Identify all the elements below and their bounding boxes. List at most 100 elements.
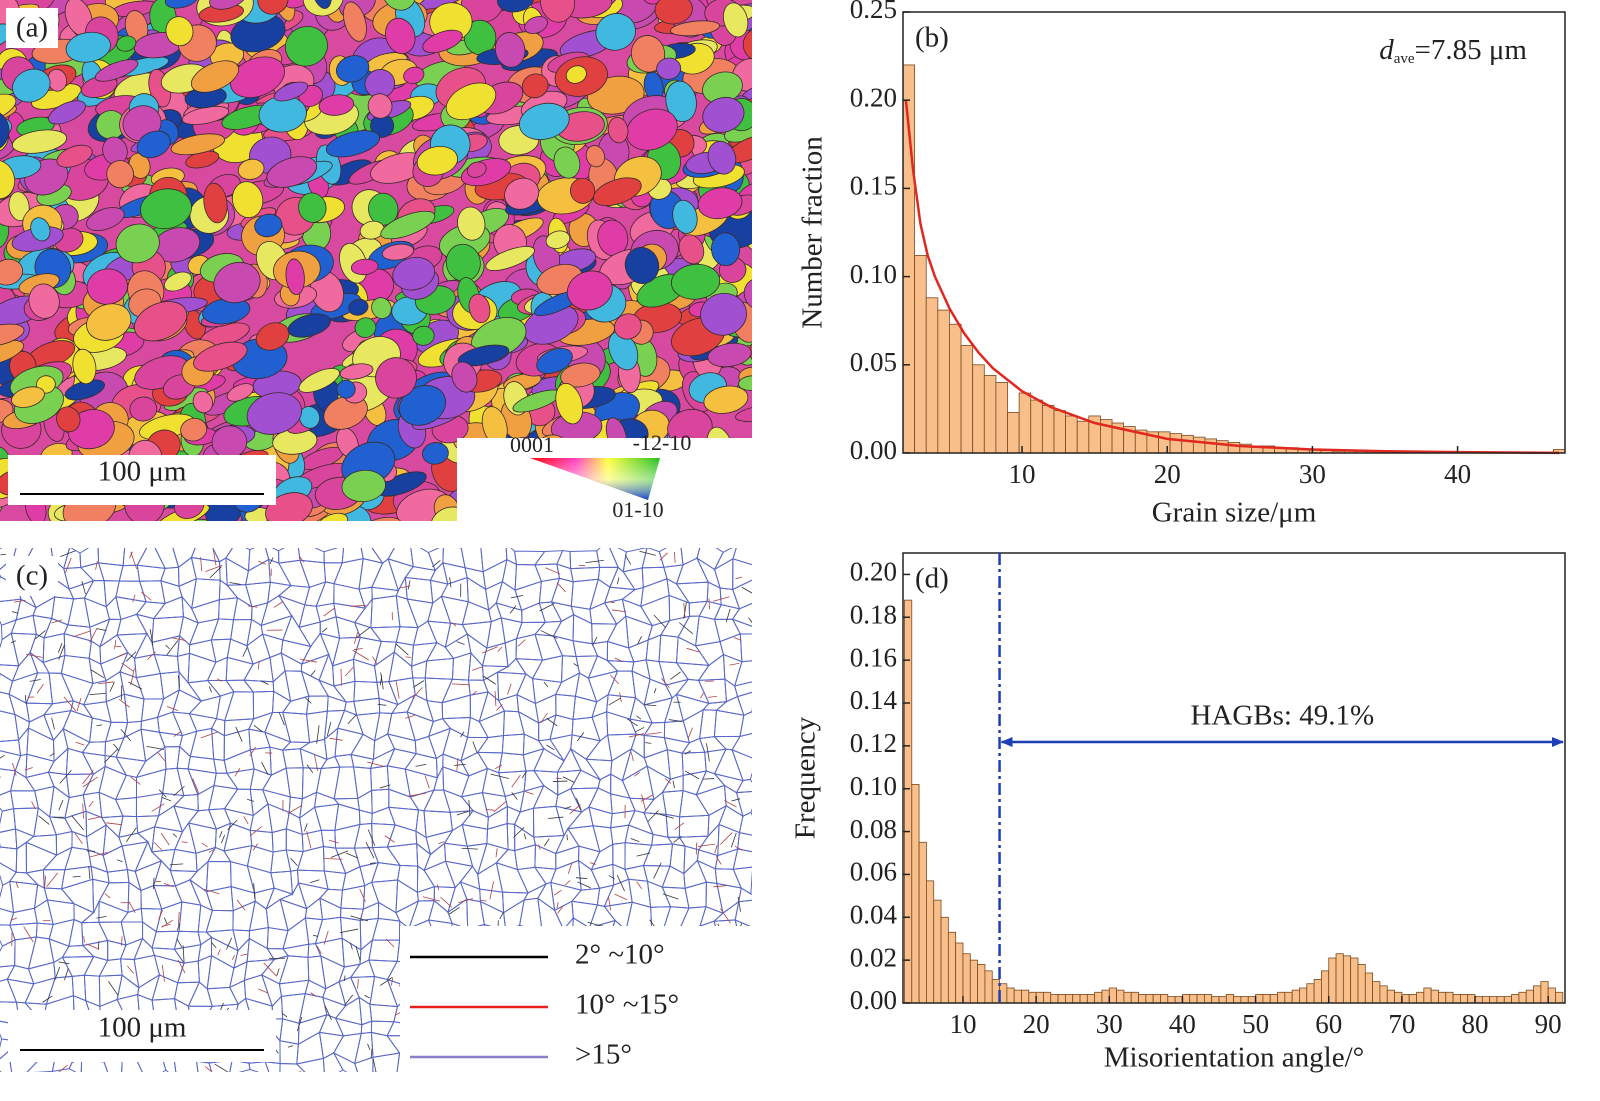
bar — [960, 344, 974, 454]
span-label: HAGBs: 49.1% — [1190, 700, 1374, 732]
grain — [350, 258, 379, 276]
low-angle-boundary — [299, 658, 318, 663]
bar — [949, 323, 962, 454]
grain-boundary — [731, 602, 752, 627]
grain — [697, 187, 743, 220]
low-angle-boundary — [214, 1063, 229, 1072]
grain-boundary — [731, 618, 752, 635]
bar — [1459, 994, 1469, 1004]
low-angle-boundary — [298, 555, 304, 563]
low-angle-boundary — [54, 966, 61, 981]
low-angle-boundary — [200, 557, 203, 572]
grain — [209, 0, 247, 10]
x-tick-label: 50 — [1242, 1009, 1269, 1039]
ipf-corner: 01-10 — [612, 497, 663, 522]
low-angle-boundary — [451, 683, 470, 686]
low-angle-boundary — [46, 872, 59, 887]
grain — [560, 362, 601, 388]
low-angle-boundary — [380, 976, 393, 986]
grain — [468, 293, 491, 324]
low-angle-boundary — [608, 601, 615, 603]
grain — [656, 57, 682, 80]
low-angle-boundary — [226, 937, 233, 950]
grain — [485, 246, 535, 271]
bar — [1408, 994, 1417, 1004]
grain — [94, 59, 139, 82]
low-angle-boundary — [556, 902, 559, 909]
low-angle-boundary — [422, 896, 441, 902]
low-angle-boundary — [258, 560, 266, 565]
grain — [0, 93, 17, 124]
low-angle-boundary — [384, 835, 395, 843]
low-angle-boundary — [440, 896, 452, 908]
low-angle-boundary — [367, 1043, 371, 1051]
ipf-corner: 0001 — [510, 432, 554, 457]
grain — [585, 145, 606, 168]
low-angle-boundary — [349, 942, 353, 950]
low-angle-boundary — [130, 776, 141, 785]
low-angle-boundary — [290, 857, 298, 867]
x-axis-label: Misorientation angle/° — [1104, 1042, 1364, 1074]
bar — [1204, 438, 1217, 454]
grain — [536, 348, 573, 374]
bar — [1152, 994, 1161, 1004]
low-angle-boundary — [686, 647, 700, 653]
grain — [30, 217, 51, 242]
low-angle-boundary — [372, 656, 378, 665]
low-angle-boundary — [364, 994, 370, 999]
low-angle-boundary — [507, 683, 512, 695]
low-angle-boundary — [321, 627, 328, 633]
low-angle-boundary — [121, 662, 134, 672]
bar — [918, 841, 927, 1004]
low-angle-boundary — [367, 761, 385, 767]
grain — [700, 292, 747, 336]
low-angle-boundary — [350, 915, 369, 922]
grain — [381, 0, 417, 11]
bar — [1240, 996, 1249, 1004]
low-angle-boundary — [158, 789, 167, 798]
low-angle-boundary — [312, 934, 319, 937]
grain — [524, 16, 548, 35]
low-angle-boundary — [369, 862, 376, 864]
grain — [254, 213, 283, 238]
y-tick-label: 0.08 — [850, 814, 897, 844]
low-angle-boundary — [653, 614, 667, 628]
low-angle-boundary — [200, 731, 218, 739]
bar — [1372, 981, 1381, 1004]
low-angle-boundary — [695, 842, 698, 855]
low-angle-boundary — [114, 639, 117, 649]
low-angle-boundary — [608, 875, 615, 880]
annotation: dave=7.85 μm — [1379, 34, 1527, 68]
low-angle-boundary — [42, 919, 51, 922]
low-angle-boundary — [379, 784, 391, 789]
grain — [8, 191, 30, 221]
low-angle-boundary — [44, 875, 46, 888]
grain — [0, 339, 24, 366]
bar — [1030, 399, 1043, 454]
low-angle-boundary — [128, 901, 136, 914]
y-tick-label: 0.06 — [850, 857, 897, 887]
low-angle-boundary — [713, 885, 726, 888]
grain — [445, 82, 497, 121]
low-angle-boundary — [86, 850, 96, 852]
low-angle-boundary — [182, 945, 185, 963]
low-angle-boundary — [116, 652, 126, 658]
low-angle-boundary — [415, 763, 427, 767]
x-tick-label: 40 — [1444, 459, 1471, 489]
bar — [1364, 972, 1374, 1004]
low-angle-boundary — [737, 896, 741, 912]
grain — [315, 512, 348, 521]
low-angle-boundary — [115, 645, 122, 648]
y-tick-label: 0.00 — [850, 435, 897, 465]
bar — [1328, 957, 1337, 1004]
low-angle-boundary — [556, 582, 566, 593]
low-angle-boundary — [481, 646, 498, 654]
low-angle-boundary — [65, 557, 72, 573]
low-angle-boundary — [25, 653, 43, 658]
grain-boundary — [0, 1050, 13, 1072]
low-angle-boundary — [296, 1016, 303, 1032]
low-angle-boundary — [104, 893, 111, 899]
low-angle-boundary — [71, 815, 84, 831]
low-angle-boundary — [365, 841, 375, 859]
